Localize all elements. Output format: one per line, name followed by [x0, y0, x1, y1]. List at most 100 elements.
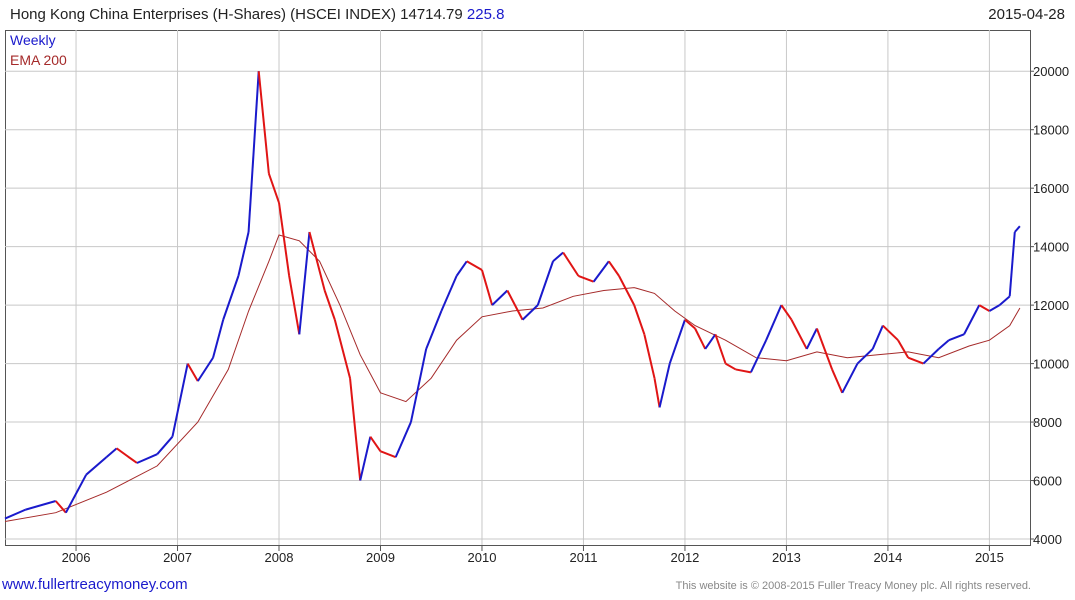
price-segment [815, 328, 834, 370]
price-segment [780, 304, 793, 321]
x-tick-label: 2006 [62, 550, 91, 565]
price-segment [948, 333, 965, 342]
price-segment [704, 333, 717, 350]
price-segment [684, 318, 696, 330]
gridlines [5, 30, 1030, 545]
price-segment [1014, 225, 1021, 233]
y-tick-label: 12000 [1033, 298, 1069, 313]
price-segment [323, 290, 336, 321]
x-tick-label: 2010 [468, 550, 497, 565]
price-segment [725, 362, 737, 371]
x-tick-label: 2014 [873, 550, 902, 565]
price-segment [349, 378, 362, 481]
price-segment [65, 474, 88, 514]
price-segment [25, 500, 57, 511]
copyright-text: This website is © 2008-2015 Fuller Treac… [675, 580, 1031, 592]
price-segment [171, 363, 189, 437]
price-segment [257, 71, 270, 174]
price-segment [907, 356, 924, 365]
price-segment [578, 274, 594, 283]
legend-ema: EMA 200 [10, 52, 67, 68]
price-segment [196, 357, 214, 382]
price-segment [897, 339, 910, 359]
price-segment [882, 324, 899, 341]
price-segment [359, 436, 372, 481]
price-segment [369, 436, 382, 452]
price-segment [186, 363, 199, 382]
y-tick-label: 14000 [1033, 240, 1069, 255]
last-value: 14714.79 [400, 6, 463, 23]
price-segment [298, 231, 311, 335]
y-axis: 4000 6000 8000 10000 12000 14000 16000 18000 200… [1030, 64, 1069, 547]
price-segment [922, 348, 940, 365]
x-axis: 2006 2007 2008 2009 2010 2011 2012 2013 2014 2015 [62, 545, 1004, 565]
price-segment [998, 295, 1011, 306]
price-segment [308, 231, 326, 291]
price-segment [4, 508, 26, 520]
price-segment [765, 304, 783, 341]
chart-date: 2015-04-28 [988, 6, 1065, 23]
price-segment [790, 319, 808, 350]
price-segment [562, 251, 580, 277]
price-segment [750, 339, 768, 373]
price-segment [380, 450, 397, 459]
price-segment [856, 348, 874, 365]
price-segment [643, 334, 656, 379]
plot-frame [5, 30, 1031, 546]
change-value: 225.8 [466, 6, 505, 23]
x-tick-label: 2007 [163, 550, 192, 565]
price-segment [521, 304, 539, 321]
price-segment [212, 319, 225, 358]
price-segment [237, 231, 250, 277]
price-segment [658, 363, 671, 408]
price-segment [247, 71, 260, 233]
x-tick-label: 2012 [670, 550, 699, 565]
y-tick-label: 18000 [1033, 123, 1069, 138]
chart-header: Hong Kong China Enterprises (H-Shares) (… [10, 6, 504, 23]
price-segment [506, 290, 524, 321]
price-segment [694, 328, 707, 350]
x-tick-label: 2013 [772, 550, 801, 565]
price-segment [116, 447, 138, 464]
price-segment [668, 319, 686, 364]
x-tick-label: 2008 [265, 550, 294, 565]
price-segment [831, 369, 844, 394]
price-segment [1008, 231, 1016, 297]
y-tick-label: 16000 [1033, 181, 1069, 196]
price-segment [592, 260, 610, 283]
site-link[interactable]: www.fullertreacymoney.com [2, 576, 188, 593]
price-segment [805, 328, 818, 350]
price-segment [85, 456, 108, 476]
price-segment [633, 304, 646, 335]
x-tick-label: 2015 [975, 550, 1004, 565]
price-segment [608, 260, 620, 277]
price-segment [653, 378, 661, 408]
price-segment [978, 304, 990, 312]
price-segment [156, 436, 174, 455]
y-tick-label: 6000 [1033, 474, 1062, 489]
price-segment [394, 421, 412, 458]
price-segment [536, 260, 554, 306]
price-segment [735, 368, 752, 374]
price-segment [288, 275, 301, 335]
price-segment [455, 260, 468, 277]
x-tick-label: 2011 [569, 550, 597, 565]
y-tick-label: 20000 [1033, 64, 1069, 79]
price-segment [466, 260, 483, 271]
ema-line [4, 234, 1021, 522]
price-segment [333, 319, 352, 379]
price-segment [938, 339, 950, 350]
price-segment [222, 275, 240, 321]
price-segment [714, 334, 727, 364]
price-segment [552, 251, 564, 263]
y-tick-label: 4000 [1033, 532, 1062, 547]
price-segment [871, 325, 884, 350]
price-segment [440, 275, 458, 312]
price-segment [425, 310, 443, 350]
legend-weekly: Weekly [10, 32, 56, 48]
price-segment [618, 275, 636, 306]
price-segment [267, 173, 280, 204]
price-segment [491, 289, 509, 306]
price-segment [105, 447, 118, 458]
price-segment [481, 269, 494, 306]
